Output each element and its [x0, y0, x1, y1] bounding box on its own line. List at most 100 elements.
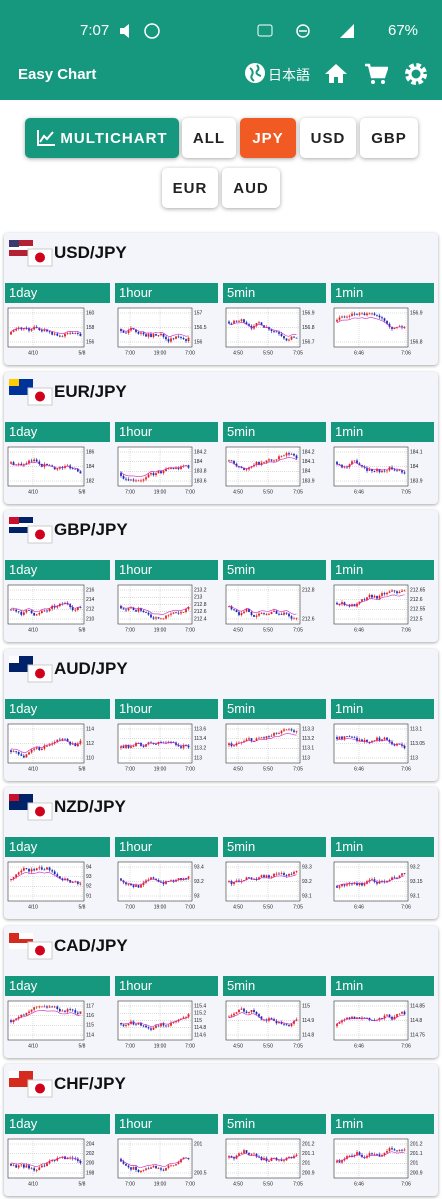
mini-chart[interactable]: 114 112 110 4/10 5/8: [5, 721, 110, 777]
timeframe-tab[interactable]: 1hour: [115, 975, 218, 996]
timeframe-tab[interactable]: 1min: [331, 698, 434, 719]
moving-average: [228, 874, 297, 883]
pair-card[interactable]: CAD/JPY 1day 117 116 115 114 4/10 5/8 1hour 115.4…: [4, 925, 438, 1058]
candle-body: [162, 882, 165, 885]
cart-icon[interactable]: [364, 62, 388, 86]
candle-body: [255, 737, 258, 741]
timeframe-tab[interactable]: 1hour: [115, 698, 218, 719]
filter-button[interactable]: AUD: [222, 168, 280, 208]
pair-card[interactable]: GBP/JPY 1day 216 214 212 210 4/10 5/8 1hour 213.2…: [4, 510, 438, 642]
candle-body: [373, 739, 376, 741]
timeframe-tab[interactable]: 1min: [331, 1114, 434, 1134]
timeframe-tab[interactable]: 1min: [331, 560, 434, 580]
language-button[interactable]: 日本語: [268, 67, 310, 83]
globe-icon[interactable]: [244, 62, 266, 84]
timeframe-tab[interactable]: 1day: [5, 698, 110, 719]
candle-body: [336, 602, 338, 605]
filter-button[interactable]: MULTICHART: [25, 118, 179, 158]
mini-chart[interactable]: 113.6 113.4 113.2 113 7:00 19:00 7:00: [115, 721, 218, 777]
mini-chart[interactable]: 114.85 114.8 114.75 6:46 7:06: [331, 998, 434, 1054]
candle-body: [283, 729, 285, 731]
flag-japan-sun: [35, 668, 45, 678]
timeframe-tab[interactable]: 1day: [5, 560, 110, 580]
pair-card[interactable]: EUR/JPY 1day 186 184 182 4/10 5/8 1hour 184.2 184…: [4, 371, 438, 504]
candle-body: [76, 743, 79, 746]
candle-body: [388, 1148, 391, 1151]
mini-chart[interactable]: 184.2 184.1 184 183.9 4:50 5:50 7:05: [223, 444, 326, 500]
mini-chart[interactable]: 113.3 113.2 113.1 113 4:50 5:50 7:05: [223, 721, 326, 777]
filter-button[interactable]: GBP: [360, 118, 418, 158]
timeframe-tab[interactable]: 5min: [223, 421, 326, 442]
candle-body: [64, 1010, 66, 1012]
timeframe-tab[interactable]: 1min: [331, 283, 434, 303]
candle-body: [10, 749, 12, 752]
mini-chart[interactable]: 93.2 93.15 93.1 6:46 7:06: [331, 859, 434, 915]
candle-body: [273, 610, 275, 612]
mini-chart[interactable]: 93.3 93.2 93.1 4:50 5:50 7:05: [223, 859, 326, 915]
timeframe-tab[interactable]: 1day: [5, 283, 110, 303]
timeframe-tab[interactable]: 1day: [5, 975, 110, 996]
home-icon[interactable]: [324, 62, 348, 84]
x-tick-label: 7:06: [401, 766, 411, 772]
candle-body: [135, 1166, 137, 1170]
mini-chart[interactable]: 204 202 200 198 4/10 5/8: [5, 1136, 110, 1192]
candle-body: [25, 1165, 28, 1168]
mini-chart[interactable]: 212.65 212.6 212.55 212.5 6:46 7:06: [331, 582, 434, 638]
timeframe-tab[interactable]: 5min: [223, 837, 326, 857]
moving-average: [336, 875, 405, 886]
mini-chart[interactable]: 156.9 156.8 6:46 7:06: [331, 305, 434, 361]
mini-chart[interactable]: 157 156.5 156 7:00 19:00 7:00: [115, 305, 218, 361]
timeframe-tab[interactable]: 1hour: [115, 283, 218, 303]
mini-chart[interactable]: 212.8 212.6 4:50 5:50 7:05: [223, 582, 326, 638]
mini-chart[interactable]: 186 184 182 4/10 5/8: [5, 444, 110, 500]
y-tick-label: 184: [410, 463, 419, 469]
filter-button[interactable]: JPY: [240, 118, 296, 158]
timeframe-tab[interactable]: 1min: [331, 837, 434, 857]
mini-chart[interactable]: 115 114.9 114.8 4:50 5:50 7:05: [223, 998, 326, 1054]
candle-body: [353, 313, 356, 315]
mini-chart[interactable]: 113.1 113.05 113 6:46 7:06: [331, 721, 434, 777]
timeframe-tab[interactable]: 1day: [5, 1114, 110, 1134]
mini-chart[interactable]: 216 214 212 210 4/10 5/8: [5, 582, 110, 638]
candle-body: [403, 1011, 406, 1014]
timeframe-tab[interactable]: 1day: [5, 421, 110, 442]
timeframe-tab[interactable]: 5min: [223, 698, 326, 719]
timeframe-tab[interactable]: 1hour: [115, 560, 218, 580]
mini-chart[interactable]: 94 93 92 91 4/10 5/8: [5, 859, 110, 915]
settings-icon[interactable]: [404, 62, 428, 86]
timeframe-tab[interactable]: 1hour: [115, 1114, 218, 1134]
pair-card[interactable]: USD/JPY 1day 160 158 156 4/10 5/8 1hour 157 156.5…: [4, 233, 438, 365]
timeframe-tab[interactable]: 1min: [331, 975, 434, 996]
timeframe-tab[interactable]: 5min: [223, 1114, 326, 1134]
pair-card[interactable]: AUD/JPY 1day 114 112 110 4/10 5/8 1hour 113.6 113…: [4, 648, 438, 781]
candle-body: [74, 1158, 77, 1160]
mini-chart[interactable]: 117 116 115 114 4/10 5/8: [5, 998, 110, 1054]
timeframe-tab[interactable]: 1min: [331, 421, 434, 442]
timeframe-tab[interactable]: 1day: [5, 837, 110, 857]
timeframe-tab[interactable]: 5min: [223, 975, 326, 996]
y-tick-label: 113: [410, 755, 418, 761]
mini-chart[interactable]: 156.9 156.8 156.7 4:50 5:50 7:05: [223, 305, 326, 361]
pair-card[interactable]: CHF/JPY 1day 204 202 200 198 4/10 5/8 1hour 201 20…: [4, 1064, 438, 1196]
mini-chart[interactable]: 184.1 184 183.9 6:46 7:05: [331, 444, 434, 500]
x-tick-label: 19:00: [154, 904, 167, 910]
mini-chart[interactable]: 93.4 93.2 93 7:00 19:00 7:00: [115, 859, 218, 915]
candle-body: [280, 333, 283, 337]
timeframe-tab[interactable]: 1hour: [115, 837, 218, 857]
timeframe-tab[interactable]: 5min: [223, 560, 326, 580]
candle-body: [48, 608, 51, 612]
mini-chart[interactable]: 201 200.5 7:00 19:00 7:00: [115, 1136, 218, 1192]
candle-body: [142, 1025, 145, 1026]
filter-button[interactable]: ALL: [182, 118, 236, 158]
filter-button[interactable]: EUR: [162, 168, 218, 208]
mini-chart[interactable]: 201.2 201.1 201 200.9 6:46 7:06: [331, 1136, 434, 1192]
pair-card[interactable]: NZD/JPY 1day 94 93 92 91 4/10 5/8 1hour 93.4 93.2 9…: [4, 787, 438, 919]
timeframe-tab[interactable]: 1hour: [115, 421, 218, 442]
mini-chart[interactable]: 201.2 201.1 201 200.9 4:50 5:50 7:05: [223, 1136, 326, 1192]
timeframe-tab[interactable]: 5min: [223, 283, 326, 303]
mini-chart[interactable]: 184.2 184 183.8 183.6 7:00 19:00 7:00: [115, 444, 218, 500]
filter-button[interactable]: USD: [300, 118, 356, 158]
mini-chart[interactable]: 160 158 156 4/10 5/8: [5, 305, 110, 361]
